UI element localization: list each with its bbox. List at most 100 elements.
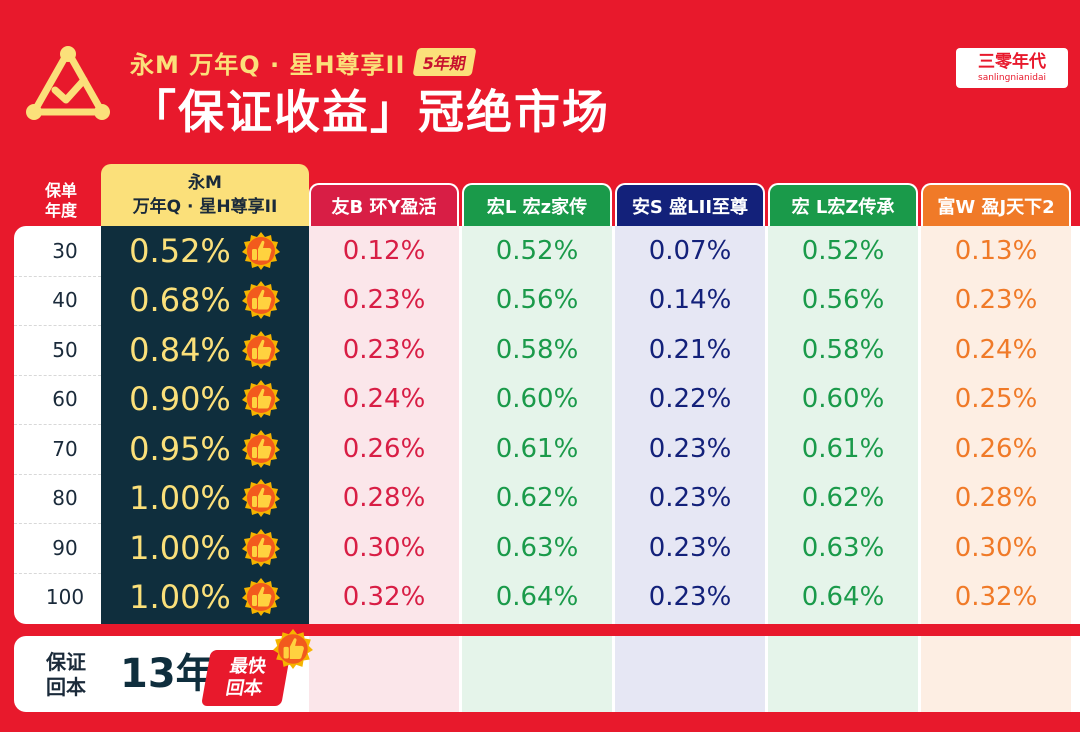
competitor-breakeven-bg-5 [921, 636, 1071, 712]
row-divider [14, 523, 101, 524]
page-headline: 「保证收益」冠绝市场 [130, 85, 610, 139]
main-rate-cell: 1.00% [101, 474, 309, 523]
main-rate-value: 0.95% [129, 429, 231, 468]
main-rate-value: 0.84% [129, 330, 231, 369]
main-product-name-line1: 永M [188, 173, 222, 193]
rate-cell: 0.60% [495, 384, 579, 414]
rate-cell: 0.58% [495, 334, 579, 365]
main-rate-cell: 0.84% [101, 325, 309, 374]
rate-cell: 0.28% [342, 483, 426, 513]
policy-year-cell: 90 [52, 535, 78, 560]
row-divider [14, 275, 101, 277]
rate-cell: 0.52% [801, 235, 885, 266]
rate-cell: 0.13% [954, 235, 1038, 266]
rate-cell: 0.63% [495, 532, 579, 563]
main-rate-value: 0.52% [129, 231, 231, 270]
brand-name: 三零年代 [978, 52, 1046, 72]
main-rate-cell: 1.00% [101, 523, 309, 572]
rate-cell: 0.62% [495, 483, 579, 513]
main-rate-value: 0.68% [129, 281, 231, 319]
rate-cell: 0.23% [648, 582, 732, 612]
main-rate-value: 1.00% [129, 578, 231, 616]
main-rate-value: 1.00% [129, 479, 231, 517]
rate-cell: 0.32% [342, 582, 426, 612]
policy-year-cell: 70 [52, 436, 78, 461]
rate-cell: 0.25% [954, 384, 1038, 414]
row-divider [14, 473, 101, 475]
thumbs-up-medal-icon [241, 429, 280, 468]
policy-year-header-line1: 保单 [44, 181, 77, 200]
rate-cell: 0.22% [648, 384, 732, 414]
rate-cell: 0.61% [801, 433, 885, 464]
main-product-breakeven: 13年 [120, 651, 216, 697]
competitor-breakeven-bg-3 [615, 636, 765, 712]
thumbs-up-medal-icon [241, 380, 280, 418]
rate-cell: 0.30% [954, 532, 1038, 563]
breakeven-label: 保证 回本 [38, 650, 94, 700]
brand-logo: 三零年代 sanlingnianidai [956, 48, 1068, 88]
thumbs-up-medal-icon [241, 281, 280, 319]
rate-cell: 0.12% [342, 235, 426, 266]
rate-cell: 0.56% [801, 285, 885, 315]
policy-year-cell: 50 [52, 337, 78, 362]
policy-year-header: 保单 年度 [30, 176, 92, 226]
thumbs-up-medal-icon [241, 528, 280, 567]
rate-cell: 0.23% [648, 433, 732, 464]
badge-line2: 回本 [224, 678, 264, 699]
product-title: 永M 万年Q · 星H尊享II [130, 50, 406, 79]
rate-cell: 0.62% [801, 483, 885, 513]
competitor-breakeven-bg-2 [462, 636, 612, 712]
main-rate-cell: 0.52% [101, 226, 309, 275]
rate-cell: 0.63% [801, 532, 885, 563]
rate-cell: 0.60% [801, 384, 885, 414]
policy-year-cell: 60 [52, 387, 78, 411]
policy-year-cell: 80 [52, 486, 78, 510]
rate-cell: 0.26% [342, 433, 426, 464]
row-divider [14, 572, 101, 574]
brand-name-en: sanlingnianidai [978, 73, 1046, 83]
rate-cell: 0.30% [342, 532, 426, 563]
competitor-column-2 [462, 226, 612, 624]
rate-cell: 0.56% [495, 285, 579, 315]
competitor-header-2: 宏L 宏z家传 [462, 183, 612, 226]
rate-cell: 0.21% [648, 334, 732, 365]
competitor-breakeven-bg-4 [768, 636, 918, 712]
rate-cell: 0.14% [648, 285, 732, 315]
main-product-header: 永M 万年Q · 星H尊享II [101, 164, 309, 226]
main-rate-value: 1.00% [129, 528, 231, 567]
rate-cell: 0.23% [954, 285, 1038, 315]
rate-cell: 0.58% [801, 334, 885, 365]
rate-cell: 0.64% [801, 582, 885, 612]
row-divider [14, 424, 101, 425]
row-divider [14, 374, 101, 376]
breakeven-row: 保证 回本 13年 [14, 636, 1080, 712]
competitor-column-5 [921, 226, 1071, 624]
competitor-header-3: 安S 盛LII至尊 [615, 183, 765, 226]
rate-cell: 0.26% [954, 433, 1038, 464]
competitor-header-5: 富W 盈J天下2 [921, 183, 1071, 226]
thumbs-up-medal-icon [241, 231, 280, 270]
rate-cell: 0.23% [342, 334, 426, 365]
row-divider [14, 325, 101, 326]
competitor-column-3 [615, 226, 765, 624]
rate-cell: 0.23% [648, 532, 732, 563]
thumbs-up-medal-icon [241, 330, 280, 369]
rate-cell: 0.64% [495, 582, 579, 612]
rate-cell: 0.28% [954, 483, 1038, 513]
policy-year-cell: 40 [52, 288, 78, 312]
breakeven-label-line2: 回本 [46, 675, 86, 699]
thumbs-up-medal-icon [273, 629, 313, 669]
policy-year-cell: 100 [45, 585, 85, 609]
thumbs-up-medal-icon [241, 578, 280, 616]
rate-cell: 0.32% [954, 582, 1038, 612]
main-rate-cell: 0.95% [101, 424, 309, 473]
policy-year-cell: 30 [52, 238, 78, 263]
competitor-header-1: 友B 环Y盈活 [309, 183, 459, 226]
rate-cell: 0.23% [342, 285, 426, 315]
competitor-breakeven-bg-1 [309, 636, 459, 712]
competitor-header-4: 宏 L宏Z传承 [768, 183, 918, 226]
rate-cell: 0.24% [954, 334, 1038, 365]
main-product-name-line2: 万年Q · 星H尊享II [132, 197, 278, 217]
breakeven-label-line1: 保证 [46, 650, 86, 674]
rate-cell: 0.24% [342, 384, 426, 414]
